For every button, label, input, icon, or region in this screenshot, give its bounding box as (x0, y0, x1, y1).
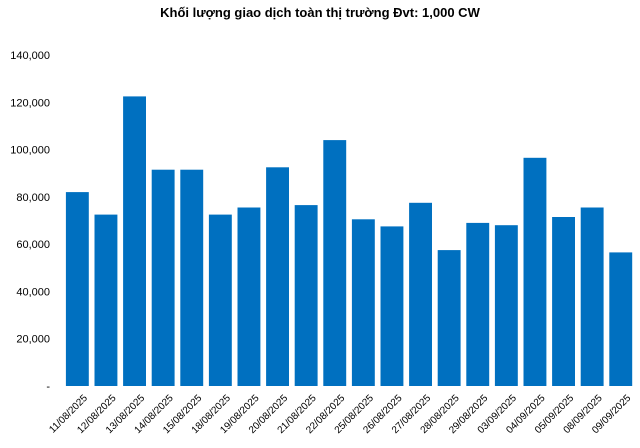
y-tick-label: 100,000 (10, 145, 50, 157)
y-tick-label: - (46, 381, 50, 393)
bar (380, 226, 404, 386)
bar (323, 140, 347, 386)
bar (466, 222, 490, 386)
bar (123, 96, 146, 387)
bar (523, 157, 547, 386)
bar (65, 192, 89, 386)
y-tick-label: 20,000 (16, 334, 50, 346)
bar (237, 207, 261, 386)
bar (151, 169, 175, 386)
y-tick-label: 80,000 (16, 192, 50, 204)
bar (437, 250, 461, 386)
bar (208, 214, 232, 386)
bar (266, 167, 289, 386)
bar (552, 217, 575, 386)
bar (409, 202, 432, 386)
y-tick-label: 60,000 (16, 239, 50, 251)
bar (609, 252, 633, 386)
y-tick-label: 40,000 (16, 286, 50, 298)
y-tick-label: 120,000 (10, 97, 50, 109)
bar (580, 207, 604, 386)
bar (180, 169, 204, 386)
bar (294, 205, 318, 386)
bar (94, 214, 118, 386)
bar (351, 219, 375, 386)
y-tick-label: 140,000 (10, 50, 50, 62)
chart-title: Khối lượng giao dịch toàn thị trường Đvt… (160, 5, 480, 20)
bar (494, 225, 518, 386)
